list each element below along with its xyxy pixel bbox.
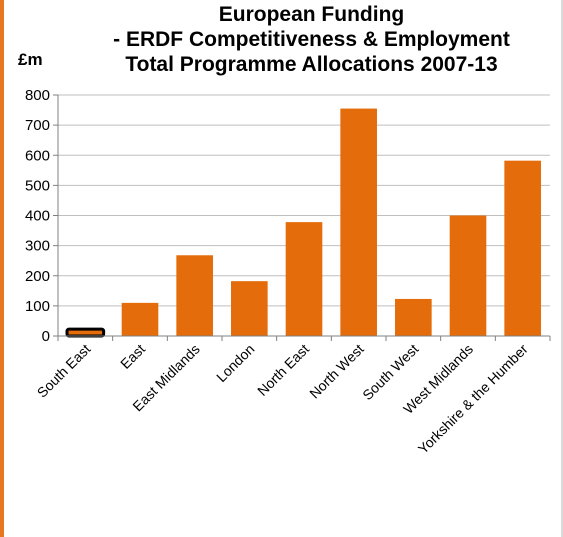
chart-title: European Funding - ERDF Competitiveness …: [60, 2, 563, 77]
y-axis-unit-label: £m: [18, 50, 43, 69]
x-category-label-yorkshire-the-humber: Yorkshire & the Humber: [415, 341, 531, 457]
bar-south-west: [395, 298, 432, 336]
chart-title-line-1: European Funding: [218, 3, 405, 26]
y-tick-label-500: 500: [25, 177, 50, 194]
right-border-line: [561, 0, 563, 537]
bar-north-west: [340, 108, 377, 337]
bar-east-midlands: [176, 255, 213, 336]
y-tick-label-700: 700: [25, 117, 50, 134]
y-tick-label-300: 300: [25, 238, 50, 255]
bar-east: [121, 302, 159, 336]
axes: [53, 94, 551, 341]
y-tick-label-100: 100: [25, 298, 50, 315]
left-border-stripe: [0, 0, 4, 537]
chart-title-line-3: Total Programme Allocations 2007-13: [125, 53, 498, 76]
bar-south-east: [65, 327, 106, 338]
y-tick-label-800: 800: [25, 87, 50, 104]
y-tick-label-0: 0: [42, 328, 50, 345]
y-tick-label-400: 400: [25, 208, 50, 225]
x-category-label-south-east: South East: [34, 341, 94, 401]
x-category-label-north-east: North East: [254, 341, 312, 399]
bar-north-east: [285, 222, 323, 336]
x-category-label-east: East: [117, 341, 148, 372]
bar-west-midlands: [449, 215, 487, 336]
y-tick-label-600: 600: [25, 147, 50, 164]
y-axis-tick-labels: 0 100 200 300 400 500 600 700 800: [25, 87, 50, 345]
bar-london: [231, 281, 268, 336]
x-category-label-london: London: [213, 341, 257, 385]
y-tick-label-200: 200: [25, 268, 50, 285]
bar-yorkshire-the-humber: [504, 160, 541, 336]
chart-title-line-2: - ERDF Competitiveness & Employment: [113, 28, 510, 51]
bars: [65, 108, 541, 338]
x-category-label-north-west: North West: [306, 341, 367, 402]
